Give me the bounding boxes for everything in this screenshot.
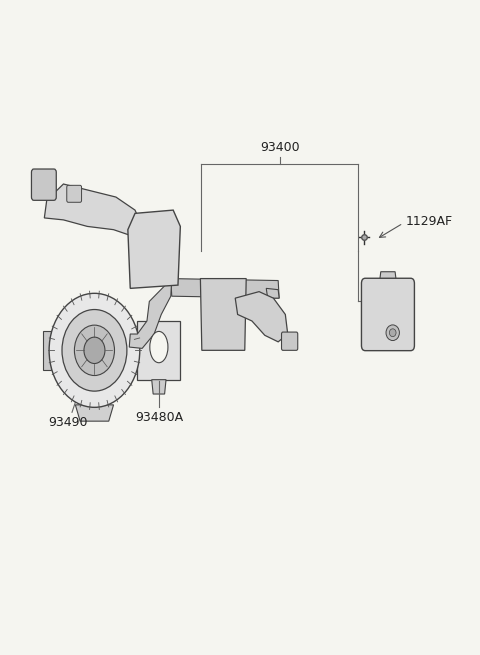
- Polygon shape: [152, 380, 166, 394]
- FancyBboxPatch shape: [361, 278, 414, 350]
- Polygon shape: [235, 291, 288, 342]
- Ellipse shape: [150, 331, 168, 363]
- Polygon shape: [266, 288, 279, 298]
- FancyBboxPatch shape: [67, 185, 82, 202]
- Polygon shape: [43, 331, 51, 370]
- FancyBboxPatch shape: [281, 332, 298, 350]
- Polygon shape: [137, 321, 180, 380]
- Ellipse shape: [84, 337, 105, 364]
- Text: 93400: 93400: [260, 141, 300, 154]
- Ellipse shape: [49, 293, 140, 407]
- Polygon shape: [379, 272, 396, 284]
- Polygon shape: [129, 278, 172, 348]
- Polygon shape: [44, 184, 142, 236]
- Ellipse shape: [62, 310, 127, 391]
- Polygon shape: [128, 210, 180, 288]
- Ellipse shape: [74, 325, 115, 375]
- Polygon shape: [171, 278, 279, 298]
- Polygon shape: [200, 278, 246, 350]
- FancyBboxPatch shape: [32, 169, 56, 200]
- Text: 93480A: 93480A: [135, 411, 183, 424]
- Text: 1129AF: 1129AF: [406, 215, 453, 229]
- Ellipse shape: [389, 329, 396, 337]
- Ellipse shape: [386, 325, 399, 341]
- Polygon shape: [75, 405, 114, 421]
- Text: 93490: 93490: [48, 416, 88, 429]
